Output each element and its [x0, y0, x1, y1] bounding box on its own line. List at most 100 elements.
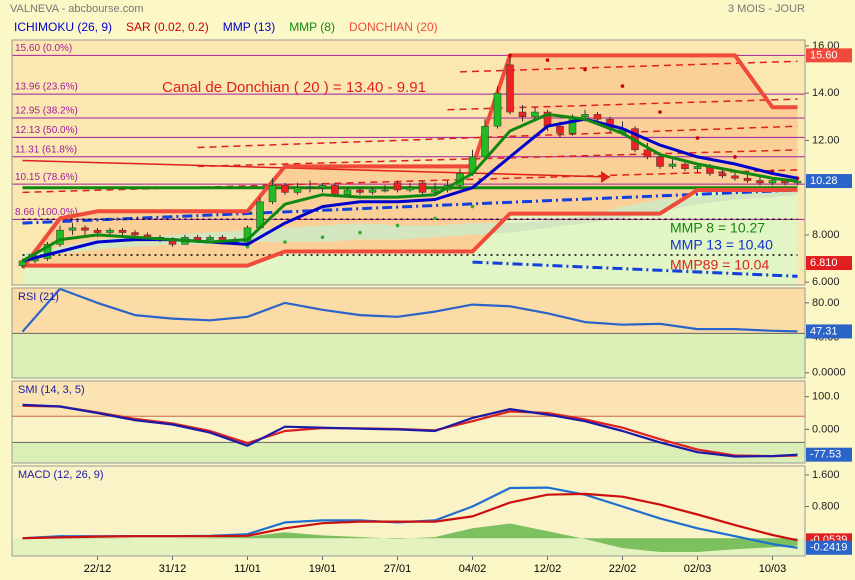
fibonacci-label: 12.13 (50.0%) — [15, 125, 78, 136]
x-tick-label: 22/02 — [609, 563, 637, 575]
candle-body — [18, 260, 27, 266]
candle-body — [756, 180, 764, 184]
annotation: Canal de Donchian ( 20 ) = 13.40 - 9.91 — [162, 79, 426, 96]
last-value-box — [806, 48, 852, 63]
y-tick-label: 6.000 — [812, 276, 840, 288]
indicator-line — [22, 403, 798, 458]
candle-body — [581, 114, 589, 118]
indicator-line — [22, 492, 798, 542]
candle-body — [293, 187, 302, 193]
candle-body — [406, 187, 414, 191]
candle-body — [93, 229, 102, 233]
x-tick-label: 11/01 — [234, 563, 261, 575]
trend-line — [472, 260, 798, 278]
candle-body — [368, 189, 377, 193]
candle-body — [331, 185, 339, 195]
panel — [12, 288, 805, 378]
annotation: MMP89 = 10.04 — [670, 257, 769, 273]
trend-line — [22, 188, 798, 225]
zone — [12, 442, 805, 463]
candle-body — [418, 182, 427, 193]
y-tick-label: 0.800 — [812, 500, 840, 512]
sar-dot — [733, 155, 737, 159]
sar-dot — [583, 67, 587, 72]
candle-body — [193, 237, 202, 240]
annotation: MMP 13 = 10.40 — [670, 237, 773, 253]
candle-body — [593, 114, 602, 120]
donchian-fill — [22, 55, 798, 268]
y-tick-label: 0.0000 — [812, 367, 846, 379]
candle-body — [518, 111, 527, 118]
candle-body — [556, 125, 564, 134]
panel-title: RSI (21) — [18, 291, 59, 303]
panel: 15.60 (0.0%) 13.96 (23.6%) 12.95 (38.2%) 12… — [12, 40, 805, 285]
sar-dot — [508, 53, 512, 58]
sar-dot — [545, 58, 550, 62]
x-tick-label: 27/01 — [384, 563, 412, 575]
candle-body — [531, 111, 539, 118]
candle-body — [131, 232, 139, 236]
y-tick-label: 100.0 — [812, 391, 840, 403]
indicator-line — [21, 288, 798, 333]
candle-body — [268, 185, 277, 203]
fibonacci-label: 8.66 (100.0%) — [15, 207, 78, 218]
last-value-label: 10.28 — [810, 175, 838, 187]
candle-body — [693, 166, 702, 170]
candle-body — [118, 229, 127, 233]
panel-title: SMI (14, 3, 5) — [18, 384, 85, 396]
candle-body — [643, 149, 652, 158]
y-tick-label: 1.600 — [812, 469, 840, 481]
y-tick-label: 14.00 — [812, 87, 840, 99]
x-tick-label: 22/12 — [84, 563, 112, 575]
last-value-label: 15.60 — [810, 49, 838, 61]
candle-body — [356, 189, 364, 193]
trend-line — [197, 125, 798, 149]
candle-body — [718, 173, 727, 177]
candle-body — [743, 177, 752, 181]
last-value-box — [806, 540, 852, 555]
panel — [12, 381, 805, 463]
y-tick-label: 80.00 — [812, 297, 840, 309]
last-value-label: -77.53 — [810, 449, 841, 461]
arrow-head — [601, 171, 610, 184]
sar-dot — [658, 110, 662, 114]
x-tick-label: 10/03 — [759, 563, 787, 575]
annotation: MMP 8 = 10.27 — [670, 220, 765, 236]
sar-dot — [620, 84, 625, 88]
trend-line — [22, 169, 798, 194]
trend-line — [22, 159, 611, 178]
candle-body — [81, 227, 89, 231]
candle-body — [668, 163, 677, 167]
candle-body — [68, 227, 77, 231]
candle-body — [656, 156, 664, 167]
source: VALNEVA - abcbourse.com — [10, 3, 144, 15]
candle-body — [343, 189, 352, 195]
fibonacci-label: 11.31 (61.8%) — [15, 144, 77, 155]
last-value-label: 6.810 — [810, 257, 838, 269]
candle-body — [381, 189, 389, 192]
candle-body — [731, 175, 739, 179]
panel-border — [11, 380, 806, 464]
panel-title: MACD (12, 26, 9) — [18, 469, 104, 481]
fibonacci-label: 15.60 (0.0%) — [15, 43, 72, 54]
trend-line — [197, 149, 798, 168]
candle-body — [393, 182, 402, 191]
candle-body — [481, 125, 489, 158]
last-value-box — [806, 447, 852, 462]
histogram-area — [22, 523, 798, 553]
zone — [12, 466, 805, 539]
moving-average — [21, 112, 798, 263]
x-tick-label: 04/02 — [459, 563, 487, 575]
candle-body — [506, 64, 514, 113]
zone — [12, 381, 805, 417]
candle-body — [493, 92, 502, 127]
legend-entry: SAR (0.02, 0.2) — [126, 20, 209, 34]
x-tick-label: 12/02 — [534, 563, 562, 575]
candle-body — [56, 229, 64, 245]
sar-dot — [358, 230, 362, 235]
trend-line — [447, 98, 798, 111]
period: 3 MOIS - JOUR — [728, 3, 805, 15]
donchian-upper — [20, 53, 798, 270]
